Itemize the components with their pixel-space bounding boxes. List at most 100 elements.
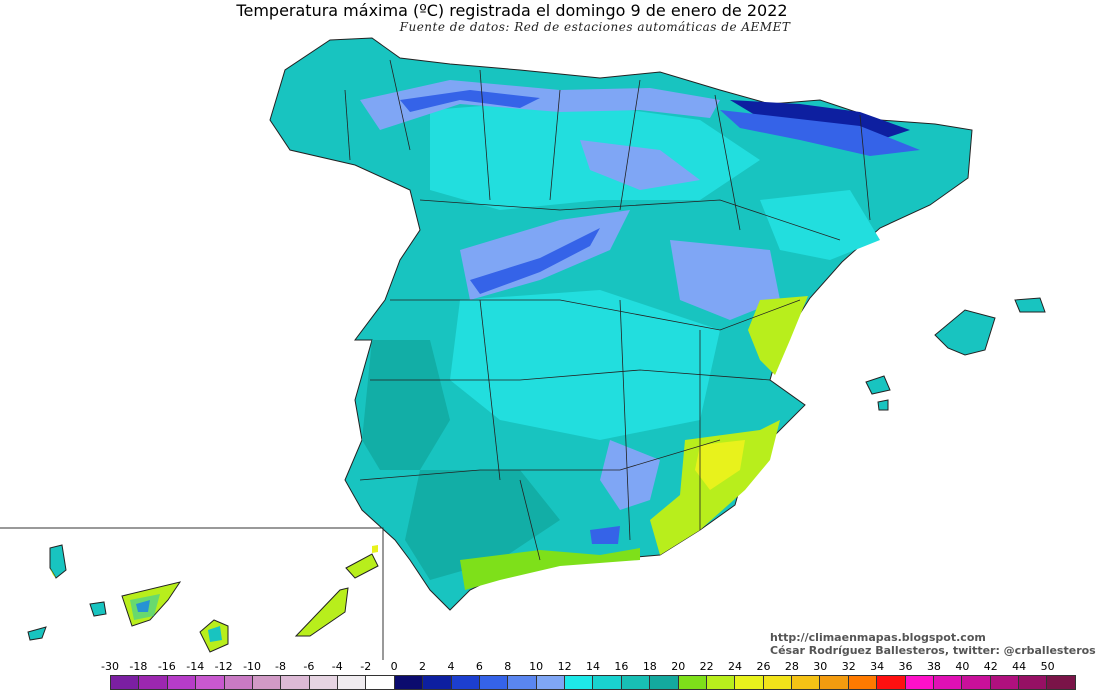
legend-swatch: [1019, 676, 1048, 689]
legend-tick-label: 42: [983, 660, 998, 673]
zone-colder-cantabrica: [400, 90, 540, 112]
legend-swatch: [423, 676, 452, 689]
lanzarote: [345, 553, 379, 579]
temperature-map: [0, 37, 1046, 660]
ibiza: [865, 375, 891, 395]
legend-labels: -30 -18 -16 -14 -12 -10 -8 -6 -4 -2 0 2 4 6 8 10 12 14 16 1…: [0, 660, 1098, 674]
legend-swatch: [281, 676, 310, 689]
zone-warmer-murcia: [695, 440, 745, 490]
zone-warm-valencia: [748, 296, 808, 375]
el-hierro: [27, 626, 47, 641]
legend-swatch: [905, 676, 934, 689]
legend-tick-label: 2: [419, 660, 427, 673]
legend-swatch: [877, 676, 906, 689]
legend-swatch: [366, 676, 395, 689]
legend-tick-label: -30: [101, 660, 119, 673]
la-palma-warm: [50, 568, 56, 578]
legend-swatch: [196, 676, 225, 689]
legend-swatch: [1047, 676, 1075, 689]
legend-tick-label: 32: [841, 660, 856, 673]
legend-swatch: [508, 676, 537, 689]
gran-canaria-center: [208, 626, 222, 642]
zone-light-ebro: [760, 190, 880, 260]
legend-swatch: [678, 676, 707, 689]
legend-tick-label: 8: [504, 660, 512, 673]
legend-tick-label: 12: [557, 660, 572, 673]
mallorca: [934, 309, 996, 356]
zone-cold-pyrenees: [720, 110, 920, 156]
legend-swatch: [621, 676, 651, 689]
balearic-islands: [865, 297, 1046, 411]
canary-inset: [0, 527, 384, 660]
map-title: Temperatura máxima (ºC) registrada el do…: [236, 1, 788, 20]
map-subtitle: Fuente de datos: Red de estaciones autom…: [399, 20, 791, 34]
legend-swatch: [990, 676, 1019, 689]
legend-tick-label: 6: [475, 660, 483, 673]
province-borders: [344, 59, 871, 561]
legend-swatch: [962, 676, 991, 689]
zone-light-center: [450, 290, 720, 440]
la-gomera: [89, 601, 107, 617]
legend-tick-label: 28: [784, 660, 799, 673]
formentera: [877, 399, 889, 411]
legend-tick-label: 44: [1012, 660, 1027, 673]
legend-swatch: [763, 676, 792, 689]
la-palma: [49, 544, 67, 579]
lanzarote-north: [372, 545, 378, 553]
legend-tick-label: 34: [870, 660, 885, 673]
legend-swatch: [224, 676, 253, 689]
legend-swatch: [820, 676, 849, 689]
legend-swatch: [706, 676, 736, 689]
legend-swatch: [451, 676, 480, 689]
zone-cold-iberico: [580, 140, 700, 190]
zone-cold-cantabrica: [360, 80, 720, 130]
tenerife-mid: [130, 594, 160, 620]
zone-cold-east: [670, 240, 780, 320]
legend-tick-label: 36: [898, 660, 913, 673]
legend-tick-label: 0: [390, 660, 398, 673]
legend-tick-label: 40: [955, 660, 970, 673]
legend-swatch: [792, 676, 821, 689]
legend-swatch: [252, 676, 282, 689]
menorca: [1014, 297, 1046, 313]
zone-cold-baetic: [600, 440, 660, 510]
legend-swatch: [650, 676, 679, 689]
legend-swatch: [309, 676, 338, 689]
legend-tick-label: 14: [586, 660, 600, 673]
legend-tick-label: 10: [529, 660, 544, 673]
legend-swatch: [933, 676, 963, 689]
credits-author: César Rodríguez Ballesteros, twitter: @c…: [770, 644, 1096, 657]
legend-swatch: [479, 676, 509, 689]
legend-swatch: [394, 676, 424, 689]
zone-colder-sierra-nevada: [590, 526, 620, 544]
legend-swatch: [735, 676, 764, 689]
zone-colder-central: [470, 228, 600, 294]
legend-tick-label: 20: [671, 660, 686, 673]
legend-color-bar: [110, 675, 1076, 690]
legend-tick-label: 24: [728, 660, 743, 673]
legend-tick-label: -6: [303, 660, 315, 673]
legend-tick-label: 50: [1040, 660, 1055, 673]
legend-swatch: [167, 676, 197, 689]
credits-blog: http://climaenmapas.blogspot.com: [770, 631, 986, 644]
zone-dark-west: [362, 340, 450, 470]
legend-swatch: [848, 676, 878, 689]
legend-tick-label: -18: [129, 660, 148, 673]
zone-dark-south: [405, 470, 560, 580]
legend-tick-label: 38: [926, 660, 941, 673]
legend-tick-label: -2: [360, 660, 372, 673]
legend-tick-label: 4: [447, 660, 455, 673]
legend-tick-label: -14: [186, 660, 205, 673]
legend-tick-label: 22: [699, 660, 714, 673]
fuerteventura: [294, 587, 349, 637]
legend-tick-label: -16: [157, 660, 176, 673]
legend-swatch: [565, 676, 594, 689]
legend-swatch: [111, 676, 140, 689]
legend-tick-label: 18: [642, 660, 657, 673]
zone-green-south-coast: [460, 548, 640, 590]
legend-swatch: [338, 676, 367, 689]
legend-tick-label: -10: [243, 660, 262, 673]
legend-tick-label: -12: [214, 660, 233, 673]
legend-swatch: [139, 676, 168, 689]
legend-tick-label: 30: [813, 660, 828, 673]
